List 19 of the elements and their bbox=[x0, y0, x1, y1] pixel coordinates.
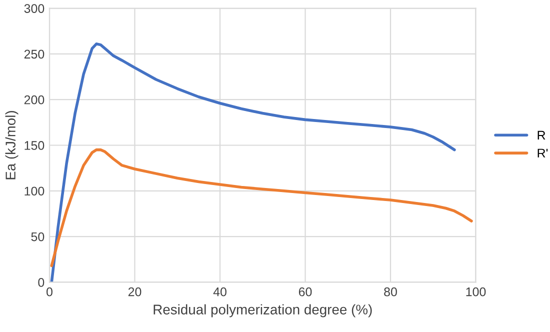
y-tick-label: 50 bbox=[31, 232, 44, 242]
legend-label: R' bbox=[538, 148, 548, 158]
line-series bbox=[50, 148, 473, 268]
y-tick-label: 100 bbox=[24, 186, 44, 196]
line-series bbox=[50, 42, 456, 282]
x-axis-title: Residual polymerization degree (%) bbox=[154, 304, 372, 318]
x-tick-label: 80 bbox=[384, 287, 397, 296]
y-tick-label: 150 bbox=[24, 141, 44, 150]
y-axis-title: Ea (kJ/mol) bbox=[5, 111, 18, 180]
y-tick-label: 200 bbox=[24, 95, 44, 104]
x-tick-label: 60 bbox=[298, 287, 312, 296]
legend-label: R bbox=[538, 130, 546, 140]
y-tick-label: 0 bbox=[38, 278, 44, 287]
x-tick-label: 100 bbox=[466, 287, 486, 296]
x-tick-label: 0 bbox=[46, 287, 52, 296]
x-tick-label: 20 bbox=[128, 287, 142, 296]
x-tick-label: 40 bbox=[213, 287, 226, 296]
y-tick-label: 250 bbox=[24, 50, 44, 59]
y-tick-label: 300 bbox=[24, 4, 44, 13]
